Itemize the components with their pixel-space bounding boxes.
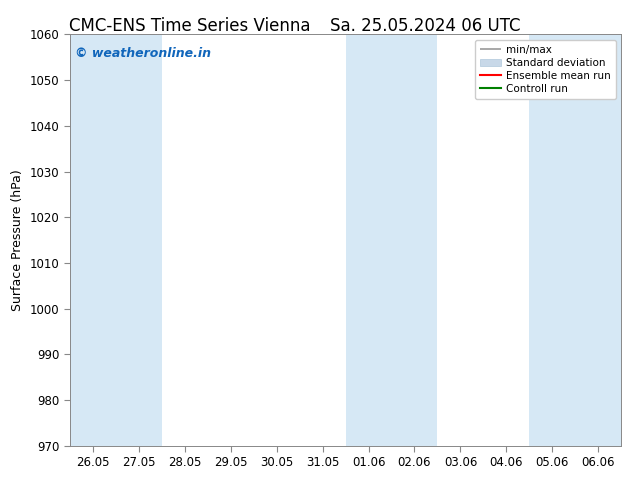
Bar [529,34,621,446]
Text: © weatheronline.in: © weatheronline.in [75,47,211,60]
Bar [346,34,437,446]
Legend: min/max, Standard deviation, Ensemble mean run, Controll run: min/max, Standard deviation, Ensemble me… [475,40,616,99]
Text: CMC-ENS Time Series Vienna: CMC-ENS Time Series Vienna [70,17,311,35]
Text: Sa. 25.05.2024 06 UTC: Sa. 25.05.2024 06 UTC [330,17,520,35]
Bar [70,34,162,446]
Y-axis label: Surface Pressure (hPa): Surface Pressure (hPa) [11,169,24,311]
